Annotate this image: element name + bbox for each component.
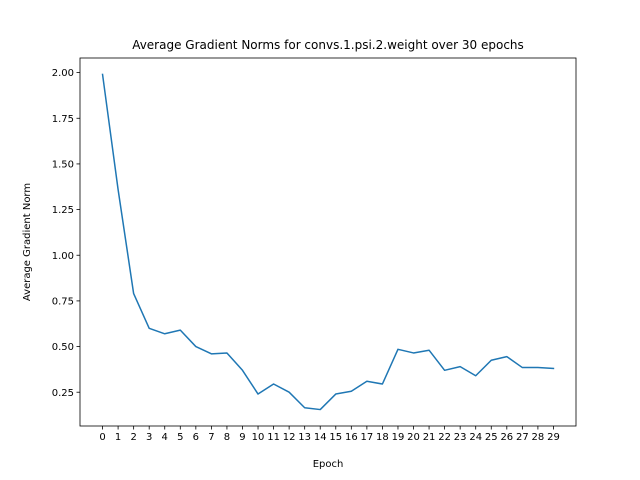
- x-tick-label: 12: [283, 432, 296, 443]
- x-axis-label: Epoch: [313, 459, 344, 470]
- y-tick-label: 1.75: [52, 114, 74, 125]
- plot-frame: [79, 57, 577, 427]
- y-tick-label: 0.50: [52, 342, 74, 353]
- x-tick-label: 8: [224, 432, 230, 443]
- x-tick-label: 9: [239, 432, 245, 443]
- y-tick-label: 2.00: [52, 68, 74, 79]
- x-tick-label: 2: [130, 432, 136, 443]
- x-tick-label: 3: [146, 432, 152, 443]
- x-tick-label: 24: [469, 432, 482, 443]
- x-tick-label: 21: [423, 432, 436, 443]
- series-layer: [101, 73, 555, 411]
- x-tick-label: 5: [177, 432, 183, 443]
- y-tick-label: 0.75: [52, 296, 74, 307]
- chart-title: Average Gradient Norms for convs.1.psi.2…: [132, 38, 524, 52]
- y-tick-label: 1.50: [52, 160, 74, 171]
- y-axis-label: Average Gradient Norm: [22, 183, 33, 301]
- x-tick-label: 13: [298, 432, 311, 443]
- y-tick-label: 1.00: [52, 251, 74, 262]
- x-tick-label: 27: [516, 432, 529, 443]
- x-tick-label: 10: [252, 432, 265, 443]
- x-tick-label: 17: [361, 432, 374, 443]
- y-tick-label: 0.25: [52, 388, 74, 399]
- x-tick-label: 1: [115, 432, 121, 443]
- x-tick-label: 6: [193, 432, 199, 443]
- x-tick-label: 14: [314, 432, 327, 443]
- x-axis-ticks: 0 1 2 3 4 5 6 7 8 9 10 11 12 13 14 15 16 17 18 19 20 21 22 23 24…: [99, 426, 560, 443]
- x-tick-label: 4: [162, 432, 168, 443]
- x-tick-label: 29: [547, 432, 560, 443]
- x-tick-label: 19: [392, 432, 405, 443]
- x-tick-label: 16: [345, 432, 358, 443]
- y-axis-ticks: 0.25 0.50 0.75 1.00 1.25 1.50 1.75 2.00: [52, 68, 80, 399]
- x-tick-label: 0: [99, 432, 105, 443]
- x-tick-label: 23: [454, 432, 467, 443]
- plot-area: 0 1 2 3 4 5 6 7 8 9 10 11 12 13 14 15 16 17 18 19 20 21 22 23 24…: [52, 57, 577, 443]
- series-line: [101, 73, 555, 411]
- x-tick-label: 26: [500, 432, 513, 443]
- x-tick-label: 11: [267, 432, 280, 443]
- y-tick-label: 1.25: [52, 205, 74, 216]
- x-tick-label: 25: [485, 432, 498, 443]
- x-tick-label: 7: [208, 432, 214, 443]
- x-tick-label: 18: [376, 432, 389, 443]
- x-tick-label: 28: [532, 432, 545, 443]
- x-tick-label: 20: [407, 432, 420, 443]
- x-tick-label: 22: [438, 432, 451, 443]
- x-tick-label: 15: [329, 432, 342, 443]
